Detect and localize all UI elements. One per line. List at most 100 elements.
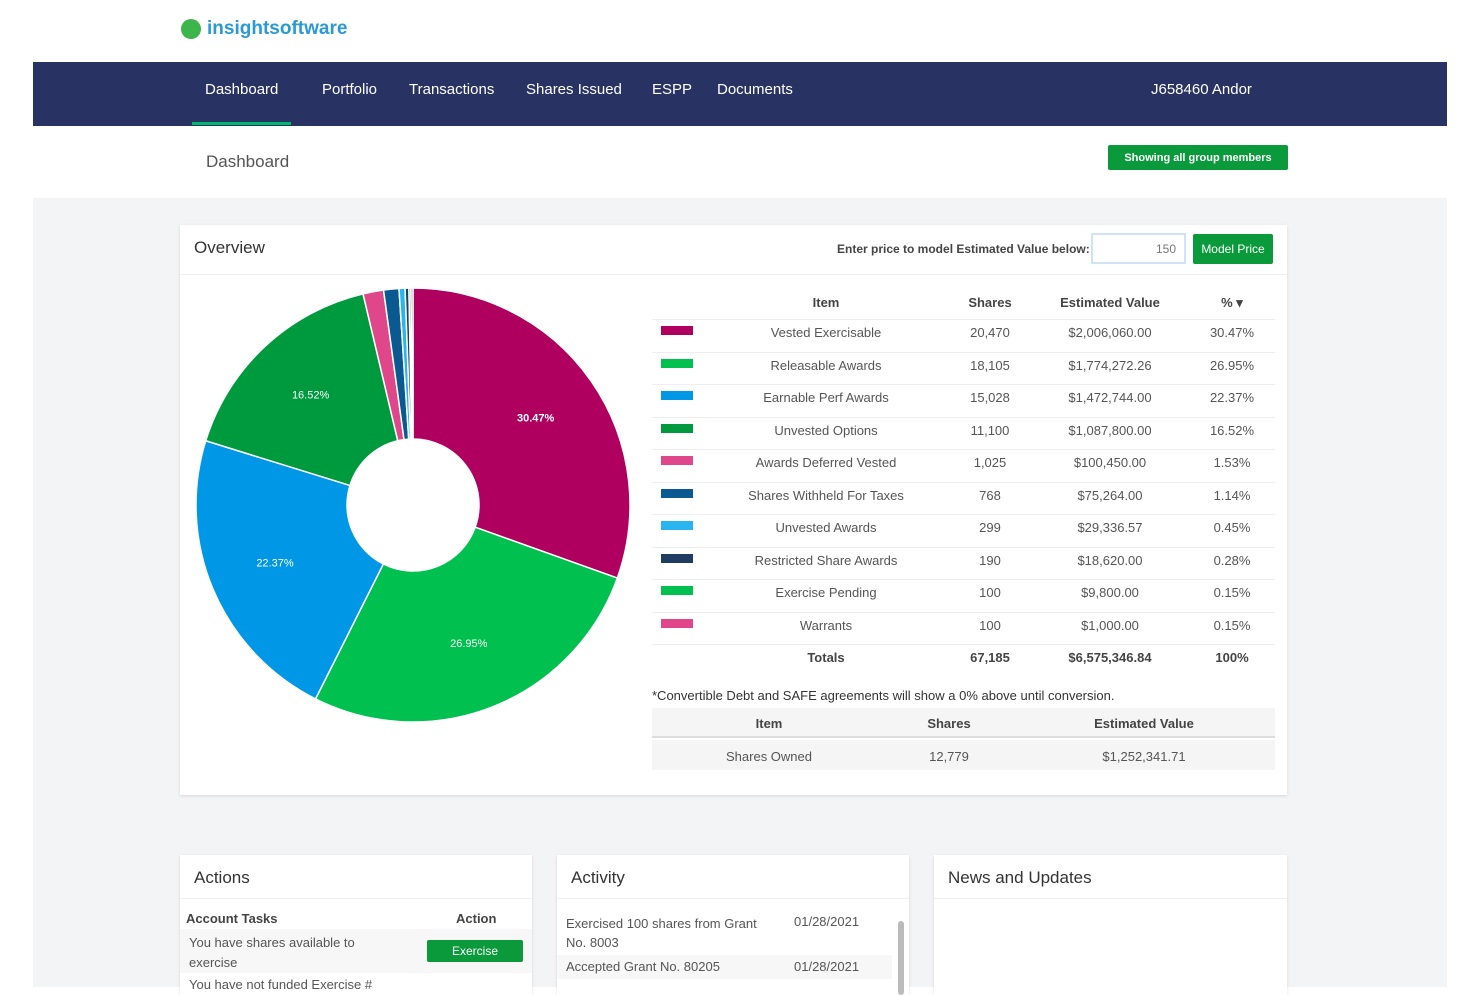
table-cell: 16.52% [1209, 422, 1255, 438]
slice-label: 30.47% [517, 413, 555, 425]
table-cell: 12,779 [929, 749, 969, 764]
table-cell: 100 [979, 585, 1001, 600]
table-cell: 190 [979, 552, 1001, 568]
logo-text: insightsoftware [207, 18, 348, 39]
legend-swatch [661, 456, 693, 465]
pie-chart: 30.47% 26.95% 22.37% 16.52% [195, 287, 631, 723]
nav-bar: J658460 Andor Dashboard Portfolio Transact… [33, 62, 1447, 126]
nav-item[interactable]: Shares Issued [526, 81, 622, 98]
legend-swatch [661, 391, 693, 400]
column-header: Shares [968, 295, 1012, 310]
table-cell: 299 [979, 520, 1001, 535]
table-cell: 1.14% [1213, 487, 1251, 503]
table-cell: 20,470 [970, 325, 1010, 340]
table-cell: $1,472,744.00 [1068, 390, 1152, 405]
price-prompt: Enter price to model Estimated Value bel… [837, 242, 1090, 256]
item-name: Awards Deferred Vested [755, 455, 897, 470]
logo-icon [181, 19, 201, 39]
owned-row-bg [652, 740, 1275, 770]
table-cell: 30.47% [1209, 325, 1255, 340]
group-button[interactable]: Showing all group members [1108, 145, 1288, 170]
nav-item[interactable]: Portfolio [322, 81, 378, 98]
row-divider [652, 579, 1275, 580]
activity-text: Accepted Grant No. 80205 [566, 959, 720, 974]
row-bg [557, 955, 892, 979]
header: insightsoftware J658460 Andor Dashboard P… [33, 0, 1447, 198]
table-cell: $1,774,272.26 [1068, 357, 1152, 373]
table-cell: 26.95% [1209, 357, 1255, 373]
row-divider [652, 384, 1275, 385]
column-header: % ▾ [1221, 295, 1243, 310]
legend-swatch [661, 586, 693, 595]
pie-slice [412, 287, 631, 580]
exercise-button[interactable]: Exercise [427, 940, 523, 962]
nav-item[interactable]: Dashboard [192, 81, 292, 125]
actions-card: Actions Account Tasks Action You have sh… [180, 855, 532, 995]
table-cell: 0.15% [1213, 617, 1251, 633]
item-name: Shares Withheld For Taxes [748, 487, 904, 503]
pie-slice [204, 292, 399, 487]
nav-item[interactable]: Documents [717, 81, 793, 98]
column-header: Estimated Value [1094, 716, 1194, 731]
table-cell: $2,006,060.00 [1068, 325, 1152, 340]
table-cell: 0.28% [1213, 552, 1251, 568]
table-cell: 15,028 [970, 390, 1010, 405]
table-cell: 0.45% [1213, 520, 1251, 535]
table-cell: 11,100 [970, 422, 1010, 438]
nav-item[interactable]: Transactions [409, 81, 495, 98]
logo[interactable]: insightsoftware [181, 18, 347, 40]
column-header: Action [456, 911, 497, 926]
table-cell: $75,264.00 [1077, 487, 1143, 503]
legend-swatch [661, 521, 693, 530]
totals-cell: 67,185 [970, 650, 1010, 665]
slice-label: 22.37% [256, 558, 294, 570]
table-cell: 0.15% [1213, 585, 1251, 600]
owned-header-bg [652, 708, 1275, 738]
page-title: Dashboard [206, 152, 290, 171]
legend-swatch [661, 488, 693, 498]
scrollbar[interactable] [898, 921, 904, 995]
activity-card: Activity Exercised 100 shares from Grant… [557, 855, 909, 995]
task-text: You have shares available to exercise [189, 935, 355, 970]
column-header: Estimated Value [1060, 295, 1160, 310]
legend-swatch [661, 358, 693, 368]
app: insightsoftware J658460 Andor Dashboard P… [33, 0, 1447, 995]
item-name: Exercise Pending [775, 585, 877, 600]
table-cell: $9,800.00 [1081, 585, 1139, 600]
table-cell: $1,000.00 [1081, 617, 1139, 633]
row-divider [652, 514, 1275, 515]
slice-label: 16.52% [292, 389, 330, 401]
column-header: Shares [927, 716, 971, 731]
divider [934, 898, 1287, 899]
table-cell: $18,620.00 [1077, 552, 1143, 568]
table-cell: 768 [979, 487, 1001, 503]
activity-date: 01/28/2021 [794, 914, 860, 929]
nav-item[interactable]: ESPP [652, 81, 693, 98]
overview-card: Overview Enter price to model Estimated … [180, 225, 1287, 795]
totals-cell: Totals [807, 650, 845, 665]
table-cell: $100,450.00 [1073, 455, 1147, 470]
row-divider [652, 449, 1275, 450]
item-name: Vested Exercisable [770, 325, 882, 340]
row-divider [652, 416, 1275, 418]
table-cell: $1,252,341.71 [1102, 749, 1186, 764]
holdings-table: Item Shares Estimated Value % ▾ Vested Exerc… [652, 285, 1275, 775]
pie-slice [314, 526, 619, 723]
table-cell: $29,336.57 [1077, 520, 1143, 535]
item-name: Unvested Awards [775, 520, 877, 535]
row-divider [652, 351, 1275, 353]
legend-swatch [661, 618, 693, 628]
column-header: Item [812, 295, 840, 310]
table-cell: 18,105 [970, 357, 1010, 373]
legend-swatch [661, 326, 693, 335]
table-cell: 1,025 [973, 455, 1007, 470]
user-menu[interactable]: J658460 Andor [1151, 81, 1252, 98]
card-title: Activity [571, 868, 625, 887]
divider [180, 274, 1287, 275]
legend-swatch [661, 423, 693, 433]
model-button[interactable]: Model Price [1193, 234, 1273, 264]
row-divider [652, 611, 1275, 613]
item-name: Unvested Options [774, 422, 878, 438]
price-input[interactable]: 150 [1091, 233, 1186, 264]
